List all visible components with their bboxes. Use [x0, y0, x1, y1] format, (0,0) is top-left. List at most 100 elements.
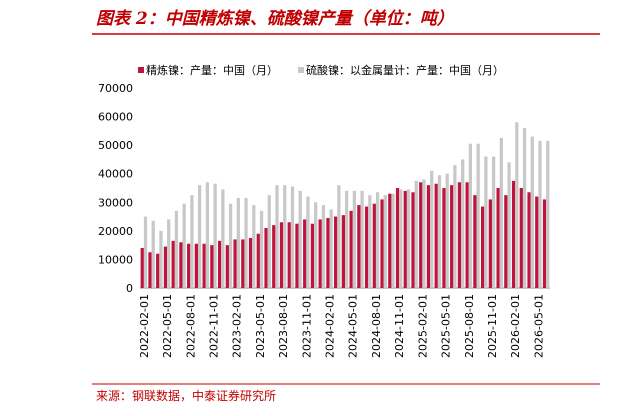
bar [383, 195, 387, 288]
bar [372, 203, 376, 288]
bar [143, 216, 148, 288]
bar [159, 230, 163, 288]
bar [167, 219, 171, 288]
bar [515, 122, 519, 289]
bar [403, 190, 407, 288]
bar [337, 185, 341, 288]
bar [190, 195, 194, 288]
bar [349, 210, 353, 288]
x-tick-label: 2023-11-01 [300, 294, 313, 358]
bar [341, 215, 345, 288]
bar [437, 175, 442, 288]
bar [225, 245, 229, 288]
bar [476, 143, 480, 288]
bar [321, 205, 326, 288]
bar [244, 198, 248, 288]
bar [314, 202, 318, 288]
bar [272, 225, 276, 288]
bar [468, 143, 473, 288]
bar [391, 193, 395, 288]
legend-swatch [298, 67, 304, 73]
bar [290, 186, 295, 288]
x-tick-label: 2024-02-01 [324, 294, 337, 358]
bar [233, 239, 237, 288]
bar [287, 222, 291, 288]
bar [259, 210, 264, 288]
bar [252, 205, 256, 288]
bar [406, 189, 411, 288]
bar [535, 196, 539, 288]
bar [360, 190, 364, 288]
x-tick-label: 2025-05-01 [440, 294, 453, 358]
bar [194, 243, 199, 288]
y-tick-label: 30000 [98, 196, 133, 209]
bar [228, 203, 233, 288]
y-tick-label: 60000 [98, 111, 133, 124]
bar [241, 239, 245, 288]
bar [473, 195, 477, 288]
bar [345, 190, 349, 288]
bar [527, 192, 531, 288]
bar [480, 206, 485, 288]
bar [411, 192, 415, 288]
bar [419, 182, 423, 288]
x-tick-label: 2024-05-01 [347, 294, 360, 358]
bar [450, 185, 454, 288]
source: 来源：钢联数据，中泰证券研究所 [96, 388, 276, 403]
bar [318, 219, 322, 288]
bar [453, 165, 457, 288]
bar [395, 188, 400, 288]
y-tick-label: 0 [126, 282, 133, 295]
bar [187, 243, 191, 288]
bar [457, 182, 462, 288]
bar [267, 195, 271, 288]
bar [198, 185, 202, 288]
x-tick-label: 2024-08-01 [370, 294, 383, 358]
bar [217, 240, 222, 288]
bar [399, 189, 403, 288]
bar [484, 156, 488, 288]
bar [236, 198, 240, 288]
bar [248, 238, 253, 288]
x-tick-label: 2022-05-01 [161, 294, 174, 358]
bar [430, 170, 434, 288]
bar [368, 195, 372, 288]
bar [434, 183, 438, 288]
bar [380, 199, 384, 288]
x-tick-label: 2023-05-01 [254, 294, 267, 358]
bar [256, 233, 260, 288]
bar [303, 219, 307, 288]
bar [542, 199, 547, 288]
bar [422, 179, 426, 288]
bar [306, 196, 310, 288]
bar [205, 182, 210, 288]
y-tick-label: 40000 [98, 168, 133, 181]
legend-swatch [138, 67, 144, 73]
x-tick-label: 2022-11-01 [207, 294, 220, 358]
bar [364, 206, 369, 288]
bar [334, 216, 338, 288]
bar [171, 240, 175, 288]
x-tick-label: 2022-08-01 [184, 294, 197, 358]
bar [491, 156, 496, 288]
bar [179, 242, 183, 288]
x-tick-label: 2025-08-01 [463, 294, 476, 358]
bar [221, 189, 225, 288]
y-tick-label: 10000 [98, 253, 133, 266]
bar [213, 183, 217, 288]
y-tick-label: 20000 [98, 225, 133, 238]
bar [538, 140, 542, 288]
bar [546, 140, 550, 288]
bar [279, 222, 284, 288]
bar [275, 185, 279, 288]
y-tick-label: 70000 [98, 82, 133, 95]
bar [174, 210, 179, 288]
bar [326, 218, 330, 288]
bar [140, 248, 144, 288]
bar [388, 193, 392, 288]
bar [352, 190, 356, 288]
y-tick-label: 50000 [98, 139, 133, 152]
bar [357, 205, 361, 288]
legend-label: 精炼镍：产量：中国（月） [146, 63, 278, 77]
